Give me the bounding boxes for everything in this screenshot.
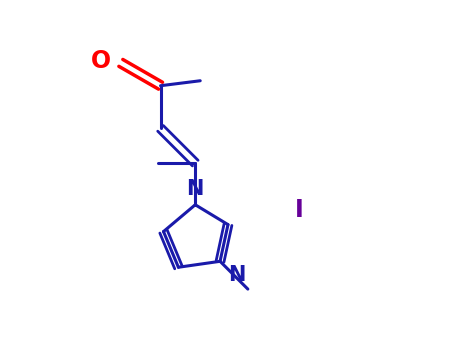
Text: N: N [187, 179, 204, 199]
Text: N: N [228, 265, 245, 285]
Text: O: O [91, 49, 111, 73]
Text: I: I [295, 198, 304, 222]
